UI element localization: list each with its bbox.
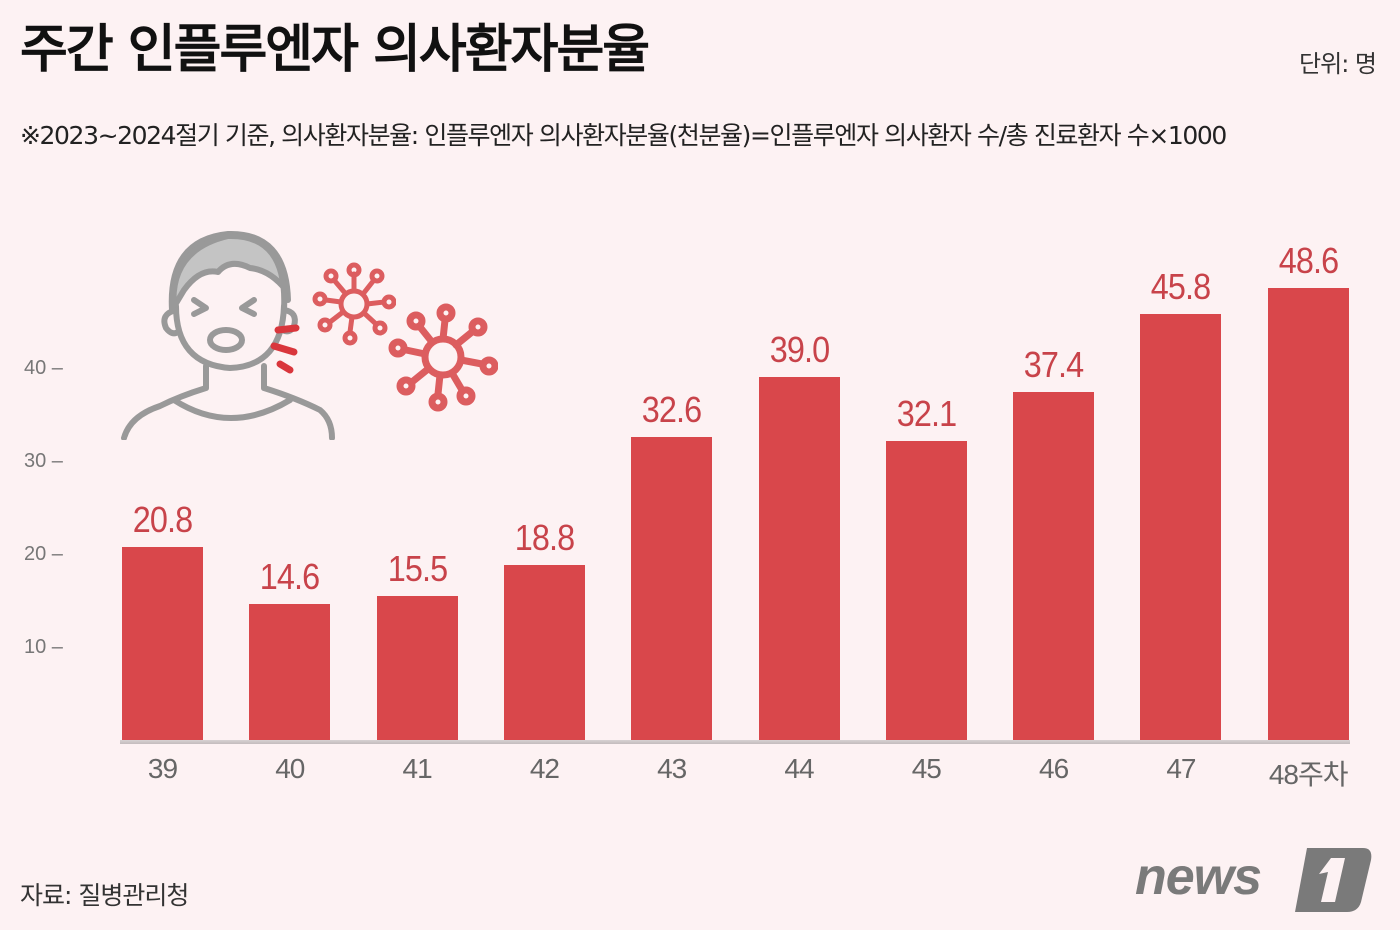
chart-note: ※2023~2024절기 기준, 의사환자분율: 인플루엔자 의사환자분율(천분… (20, 121, 1227, 150)
x-axis-label: 41 (402, 753, 433, 784)
bar (376, 595, 458, 740)
x-axis-label: 45 (911, 753, 942, 784)
bar-value-label: 15.5 (387, 547, 447, 589)
bar-value-label: 45.8 (1151, 266, 1211, 308)
news1-logo: news (1135, 848, 1372, 912)
bar (249, 604, 331, 740)
bar (1267, 288, 1349, 740)
page-title: 주간 인플루엔자 의사환자분율 (20, 20, 650, 80)
bar (122, 546, 203, 740)
virus-small-icon (312, 262, 396, 346)
x-axis-label: 39 (147, 753, 178, 784)
bar-value-label: 37.4 (1023, 344, 1084, 386)
bar (1140, 314, 1222, 740)
y-tick: 20 – (24, 543, 63, 565)
x-axis-label: 46 (1039, 753, 1069, 784)
bar-value-label: 39.0 (769, 329, 829, 371)
svg-text:news: news (1135, 848, 1261, 906)
bar-value-label: 20.8 (132, 498, 193, 540)
bar-value-label: 48.6 (1278, 240, 1338, 282)
sneezing-person-icon (121, 230, 335, 440)
bar-value-label: 32.1 (896, 393, 957, 435)
x-axis-label: 48주차 (1268, 759, 1349, 790)
x-axis-label: 42 (529, 753, 560, 784)
virus-large-icon (388, 303, 498, 412)
bar (1013, 392, 1095, 740)
x-axis-label: 44 (784, 753, 814, 784)
bar-value-label: 32.6 (641, 388, 702, 430)
bar-value-label: 18.8 (514, 517, 575, 559)
bar-value-label: 14.6 (260, 556, 320, 598)
unit-label: 단위: 명 (1299, 50, 1377, 78)
x-axis-baseline (120, 740, 1350, 744)
x-axis-label: 40 (275, 753, 305, 784)
x-axis-label: 43 (657, 753, 687, 784)
bar (758, 377, 840, 740)
bar (885, 441, 967, 740)
bar (631, 436, 713, 740)
y-tick: 30 – (24, 450, 63, 472)
bar (503, 565, 585, 740)
y-tick: 40 – (24, 357, 63, 379)
y-tick: 10 – (24, 636, 63, 658)
x-axis-label: 47 (1166, 753, 1196, 784)
source-label: 자료: 질병관리청 (20, 881, 189, 910)
